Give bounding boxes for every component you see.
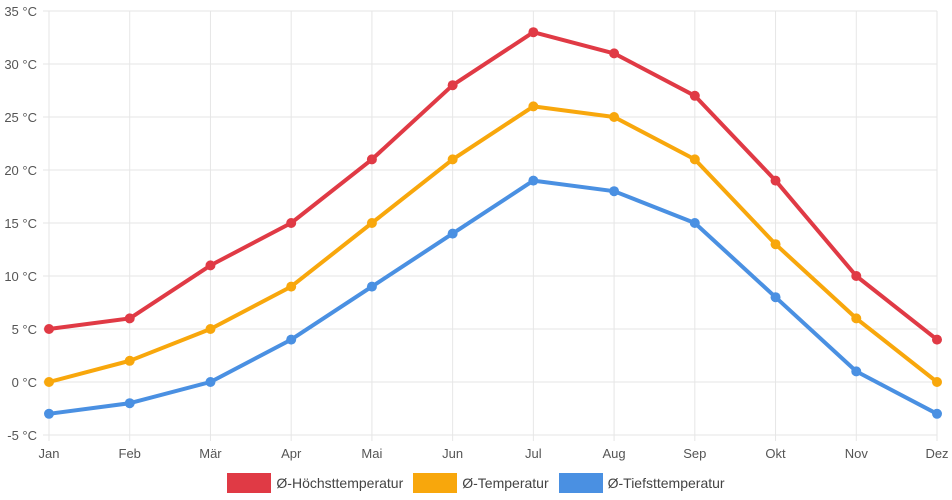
x-axis: Jan Feb Mär Apr Mai Jun Jul Aug Sep Okt Nov Dez: [39, 446, 949, 461]
data-point[interactable]: [447, 154, 458, 165]
series-line: [47, 104, 939, 384]
y-axis: 35 °C 30 °C 25 °C 20 °C 15 °C 10 °C 5 °C 0 °C -5…: [4, 4, 37, 443]
data-point[interactable]: [528, 175, 539, 186]
x-tick-label: Mär: [199, 446, 222, 461]
data-point[interactable]: [770, 239, 781, 250]
data-point[interactable]: [286, 281, 297, 292]
data-point[interactable]: [528, 101, 539, 112]
legend-item-max[interactable]: Ø-Höchsttemperatur: [227, 473, 403, 493]
data-point[interactable]: [124, 313, 135, 324]
x-tick-label: Aug: [603, 446, 626, 461]
y-tick-label: 10 °C: [4, 269, 37, 284]
data-point[interactable]: [124, 398, 135, 409]
x-tick-label: Jan: [39, 446, 60, 461]
legend-swatch-mean: [413, 473, 458, 493]
legend-item-min[interactable]: Ø-Tiefsttemperatur: [558, 473, 725, 493]
data-point[interactable]: [205, 260, 216, 271]
y-tick-label: -5 °C: [7, 428, 37, 443]
y-tick-label: 25 °C: [4, 110, 37, 125]
data-point[interactable]: [851, 366, 862, 377]
legend-swatch-max: [227, 473, 272, 493]
data-point[interactable]: [366, 281, 377, 292]
legend-label-mean: Ø-Temperatur: [462, 475, 549, 491]
data-point[interactable]: [447, 80, 458, 91]
legend-label-max: Ø-Höchsttemperatur: [276, 475, 404, 491]
chart-legend: Ø-Höchsttemperatur Ø-Temperatur Ø-Tiefst…: [0, 472, 952, 494]
series-0: [44, 27, 942, 345]
data-point[interactable]: [286, 334, 297, 345]
data-point[interactable]: [932, 377, 942, 387]
y-tick-label: 5 °C: [12, 322, 37, 337]
data-point[interactable]: [205, 377, 216, 387]
series-line: [47, 30, 939, 342]
data-point[interactable]: [609, 112, 620, 122]
y-tick-label: 35 °C: [4, 4, 37, 19]
x-tick-label: Okt: [765, 446, 786, 461]
data-point[interactable]: [286, 218, 297, 228]
temperature-line-chart: 35 °C 30 °C 25 °C 20 °C 15 °C 10 °C 5 °C 0 °C -5…: [4, 4, 949, 461]
data-point[interactable]: [609, 48, 620, 59]
data-point[interactable]: [851, 313, 862, 324]
data-point[interactable]: [932, 334, 942, 345]
data-point[interactable]: [689, 154, 700, 165]
x-tick-label: Dez: [925, 446, 948, 461]
data-point[interactable]: [851, 271, 862, 281]
data-point[interactable]: [770, 292, 781, 303]
y-tick-label: 20 °C: [4, 163, 37, 178]
x-tick-label: Sep: [683, 446, 706, 461]
legend-swatch-min: [558, 473, 603, 493]
x-tick-label: Jul: [525, 446, 542, 461]
data-point[interactable]: [932, 408, 942, 419]
data-point[interactable]: [44, 324, 54, 334]
series-lines: [44, 27, 942, 419]
data-point[interactable]: [44, 408, 54, 419]
grid-lines: [43, 10, 938, 441]
data-point[interactable]: [124, 355, 135, 366]
x-tick-label: Mai: [361, 446, 382, 461]
series-line: [47, 178, 939, 416]
data-point[interactable]: [447, 228, 458, 239]
y-tick-label: 30 °C: [4, 57, 37, 72]
data-point[interactable]: [770, 175, 781, 186]
series-1: [44, 101, 942, 387]
x-tick-label: Nov: [845, 446, 869, 461]
series-2: [44, 175, 942, 419]
legend-label-min: Ø-Tiefsttemperatur: [607, 475, 725, 491]
data-point[interactable]: [609, 186, 620, 197]
x-tick-label: Jun: [442, 446, 463, 461]
data-point[interactable]: [528, 27, 539, 38]
data-point[interactable]: [689, 218, 700, 228]
legend-item-mean[interactable]: Ø-Temperatur: [413, 473, 549, 493]
x-tick-label: Apr: [281, 446, 302, 461]
data-point[interactable]: [366, 154, 377, 165]
data-point[interactable]: [689, 90, 700, 101]
y-tick-label: 0 °C: [12, 375, 37, 390]
data-point[interactable]: [44, 377, 54, 387]
y-tick-label: 15 °C: [4, 216, 37, 231]
x-tick-label: Feb: [119, 446, 141, 461]
data-point[interactable]: [366, 218, 377, 228]
data-point[interactable]: [205, 324, 216, 334]
